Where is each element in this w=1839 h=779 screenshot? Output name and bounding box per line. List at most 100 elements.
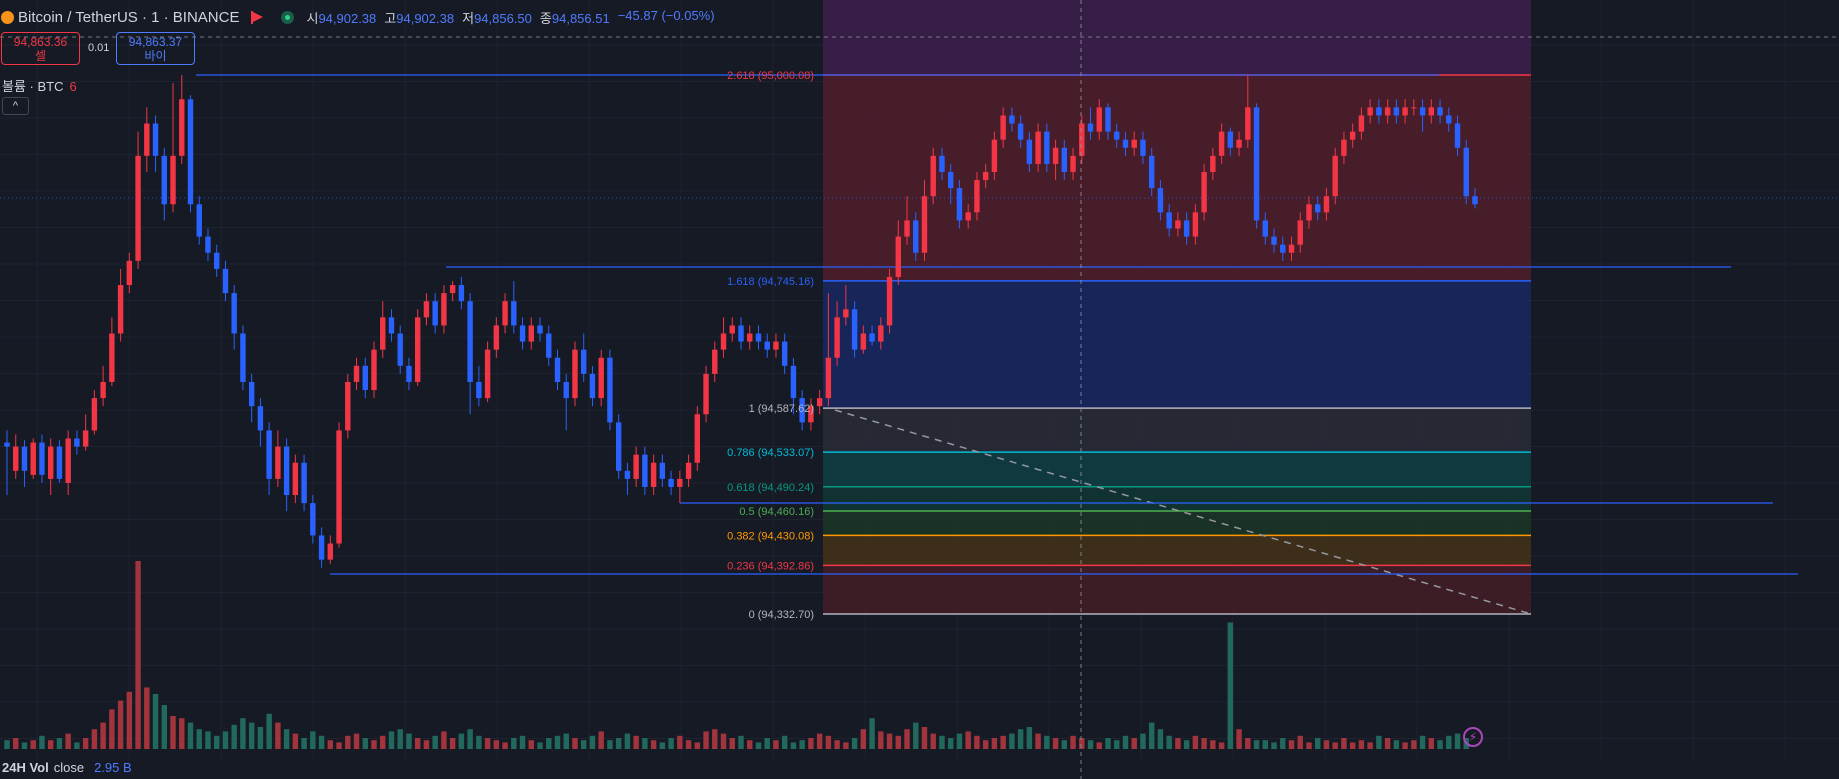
candle-body	[91, 398, 98, 431]
candle-body	[292, 462, 299, 496]
candle-body	[773, 341, 779, 350]
candle-body	[1332, 155, 1338, 197]
volume-bar	[581, 740, 587, 749]
volume-bar	[406, 733, 412, 749]
volume-bar	[196, 729, 202, 749]
candle-body	[755, 333, 762, 342]
flag-icon[interactable]	[251, 11, 264, 24]
candle-body	[1297, 220, 1303, 245]
candle-body	[720, 333, 727, 350]
candle-body	[1253, 107, 1260, 221]
candle-body	[869, 333, 875, 342]
candle-body	[1245, 107, 1251, 140]
candle-body	[1437, 107, 1443, 116]
volume-bar	[100, 722, 106, 749]
volume-bar	[537, 742, 543, 749]
candle-body	[851, 309, 858, 350]
candle-body	[921, 196, 928, 253]
chevron-up-icon[interactable]: ^	[2, 97, 29, 115]
volume-bar	[1306, 742, 1312, 749]
volume-bar	[414, 738, 421, 749]
horizontal-lines[interactable]	[0, 36, 1839, 575]
fibonacci-extension-tool[interactable]	[823, 0, 1532, 615]
candle-body	[1131, 139, 1137, 148]
candle-body	[117, 285, 124, 334]
volume-bar	[511, 738, 517, 749]
volume-bar	[790, 742, 797, 749]
volume-bar	[1061, 740, 1068, 749]
candle-body	[685, 462, 692, 479]
volume-bar	[624, 733, 631, 749]
candle-body	[283, 446, 290, 496]
candle-body	[327, 543, 334, 560]
candle-body	[1105, 107, 1111, 132]
volume-bar	[117, 700, 124, 749]
candle-body	[1148, 155, 1155, 189]
sell-button[interactable]: 94,863.36 셀	[1, 32, 80, 65]
candle-body	[607, 357, 613, 423]
candle-body	[170, 155, 176, 205]
candle-body	[650, 462, 657, 487]
volume-bar	[991, 738, 998, 749]
volume-bar	[816, 733, 823, 749]
fib-level-label: 0.618 (94,490.24)	[727, 482, 814, 494]
candlesticks	[4, 75, 1478, 568]
candle-body	[30, 442, 36, 475]
volume-indicator-title[interactable]: 볼륨 · BTC 6	[2, 79, 77, 94]
sell-label: 셀	[34, 49, 47, 63]
candle-body	[467, 301, 473, 382]
lightning-icon[interactable]: ⚡	[1463, 727, 1483, 747]
volume-bar	[1411, 740, 1417, 749]
volume-bar	[1367, 742, 1373, 749]
volume-bar	[126, 691, 133, 749]
candle-body	[345, 381, 351, 431]
candle-body	[895, 236, 901, 277]
fib-level-label: 0 (94,332.70)	[749, 609, 814, 621]
candle-body	[1341, 139, 1347, 156]
volume-bar	[441, 731, 447, 749]
fib-zone	[823, 408, 1531, 453]
volume-bar	[712, 729, 718, 749]
volume-bar	[781, 735, 788, 749]
volume-bar	[921, 727, 928, 749]
ohlc-values: 시94,902.38 고94,902.38 저94,856.50 종94,856…	[306, 7, 715, 26]
volume-bar	[572, 738, 578, 749]
volume-bar	[1341, 738, 1347, 749]
volume-bar	[240, 718, 246, 749]
fib-level-label: 0.5 (94,460.16)	[739, 506, 814, 518]
candle-body	[589, 373, 596, 399]
volume-bar	[1384, 738, 1391, 749]
close-value: 94,856.51	[551, 10, 610, 26]
candle-body	[1017, 123, 1024, 140]
volume-bar	[1253, 740, 1260, 749]
volume-bar	[764, 738, 770, 749]
candle-body	[39, 442, 45, 475]
candle-body	[546, 333, 552, 358]
candle-body	[257, 406, 264, 431]
volume-bar	[1297, 735, 1303, 749]
volume-bar	[170, 716, 176, 749]
volume-bar	[607, 740, 613, 749]
volume-bar	[720, 733, 727, 749]
volume-bar	[4, 740, 10, 749]
volume-bar	[1183, 740, 1190, 749]
volume-bar	[1332, 742, 1338, 749]
candle-body	[956, 188, 963, 221]
volume-bar	[1140, 733, 1146, 749]
volume-bar	[214, 735, 220, 749]
volume-bar	[283, 729, 290, 749]
buy-button[interactable]: 94,863.37 바이	[116, 32, 195, 65]
candle-body	[816, 398, 823, 407]
volume-bar	[860, 729, 867, 749]
symbol-title[interactable]: Bitcoin / TetherUS · 1 · BINANCE	[18, 8, 240, 26]
vol24-indicator[interactable]: 24H Vol close 2.95 B	[2, 760, 132, 775]
candle-body	[1323, 196, 1330, 213]
candle-body	[1393, 107, 1400, 116]
candle-body	[1419, 107, 1426, 116]
candle-body	[781, 341, 788, 366]
volume-bar	[939, 735, 945, 749]
market-status-icon[interactable]	[281, 10, 295, 24]
volume-bar	[248, 722, 255, 749]
candle-body	[860, 333, 867, 350]
